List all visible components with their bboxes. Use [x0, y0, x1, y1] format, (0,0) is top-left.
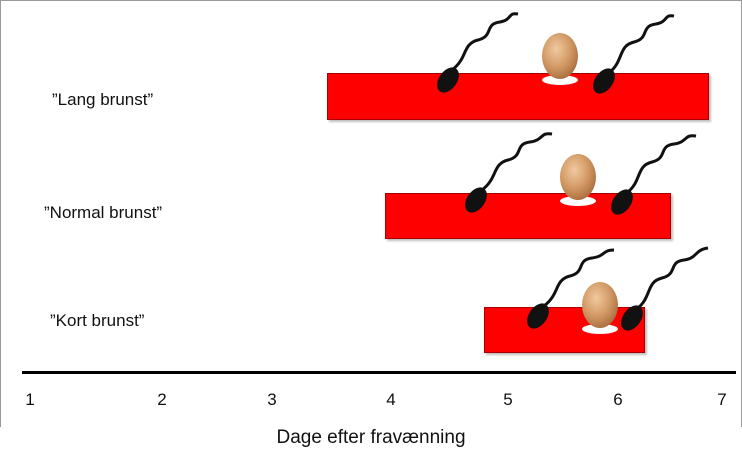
x-tick-7: 7	[717, 390, 727, 409]
sperm-icon	[593, 14, 675, 94]
x-tick-3: 3	[267, 390, 277, 409]
egg-icon	[582, 282, 618, 334]
sperm-icon	[611, 134, 697, 215]
sperm-icon	[465, 132, 553, 213]
x-axis-line	[22, 371, 736, 374]
sperm-icon	[437, 12, 519, 93]
sperm-icon	[621, 246, 709, 331]
bar-lang-brunst	[327, 73, 709, 120]
bar-kort-brunst	[484, 307, 645, 353]
x-tick-4: 4	[386, 390, 396, 409]
x-axis-title: Dage efter fravænning	[276, 427, 466, 448]
row-label-kort-brunst: ”Kort brunst”	[50, 311, 145, 330]
x-tick-2: 2	[157, 390, 167, 409]
x-tick-5: 5	[503, 390, 513, 409]
x-tick-6: 6	[613, 390, 623, 409]
egg-icon	[542, 33, 578, 85]
egg-icon	[560, 154, 596, 206]
row-label-normal-brunst: ”Normal brunst”	[44, 203, 163, 222]
x-tick-1: 1	[25, 390, 35, 409]
sperm-icon	[527, 248, 615, 329]
row-label-lang-brunst: ”Lang brunst”	[52, 90, 154, 109]
